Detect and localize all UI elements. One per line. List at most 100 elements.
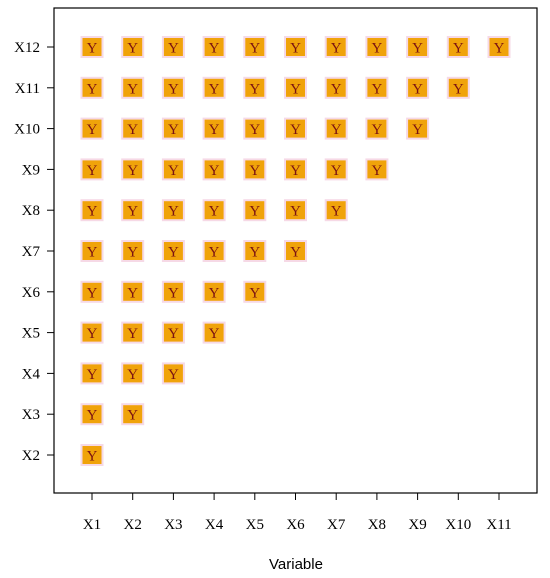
cell-label: Y [209,122,220,138]
cell-box [326,119,346,138]
heatmap-cell: Y [365,117,389,140]
heatmap-cell: Y [202,36,226,58]
heatmap-cell: Y [243,76,267,99]
cell-box [367,78,387,97]
heatmap-cell: Y [80,36,104,58]
heatmap-cell: Y [284,36,307,58]
cell-label: Y [87,204,98,220]
heatmap-cell: Y [406,36,430,58]
heatmap-cell: Y [121,240,145,262]
cell-box [367,38,387,56]
cell-label: Y [168,326,179,342]
heatmap-cell: Y [446,36,470,58]
cell-label: Y [209,326,220,342]
cell-label: Y [209,285,220,301]
cell-box [123,405,143,424]
x-tick-label: X9 [408,517,426,533]
cell-label: Y [209,204,220,220]
cell-label: Y [87,408,98,424]
cell-label: Y [87,326,98,342]
heatmap-cell: Y [487,36,511,58]
cell-box [489,38,509,56]
heatmap-cell: Y [121,117,145,140]
heatmap-cell: Y [446,76,470,99]
cell-box [163,282,183,301]
cell-label: Y [412,81,423,97]
cell-box [163,323,183,342]
cell-label: Y [371,163,382,179]
heatmap-cell: Y [284,76,307,99]
cell-label: Y [371,41,382,57]
cell-label: Y [127,204,138,220]
heatmap-cell: Y [324,76,348,99]
cell-box [367,119,387,138]
cell-label: Y [331,41,342,57]
cell-label: Y [249,204,260,220]
cell-label: Y [127,122,138,138]
heatmap-cell: Y [243,117,267,140]
cell-label: Y [87,245,98,261]
x-tick-label: X10 [445,517,471,533]
cell-label: Y [168,81,179,97]
cell-label: Y [290,245,301,261]
y-tick-label: X8 [22,203,40,219]
x-tick-label: X5 [246,517,264,533]
x-tick-label: X3 [164,517,182,533]
cell-label: Y [331,122,342,138]
heatmap-cell: Y [121,403,145,426]
x-tick-label: X11 [486,517,511,533]
cell-label: Y [494,41,505,57]
cell-label: Y [87,122,98,138]
heatmap-cell: Y [161,280,185,303]
cell-box [367,160,387,179]
cell-label: Y [209,245,220,261]
cell-label: Y [371,81,382,97]
y-tick-label: X4 [22,366,41,382]
cell-label: Y [168,204,179,220]
heatmap-cell: Y [80,158,104,181]
cell-box [163,160,183,179]
cell-label: Y [168,285,179,301]
cell-box [123,364,143,383]
cell-box [326,38,346,56]
cell-box [286,38,305,56]
cell-label: Y [127,41,138,57]
heatmap-cell: Y [80,403,104,426]
x-tick-label: X1 [83,517,101,533]
heatmap-cell: Y [243,240,267,262]
heatmap-cell: Y [121,199,145,222]
cell-box [286,242,305,260]
y-tick-label: X10 [14,122,40,138]
cell-box [245,38,265,56]
heatmap-cell: Y [121,76,145,99]
cell-box [82,119,102,138]
heatmap-cell: Y [80,321,104,344]
cell-label: Y [412,41,423,57]
cell-box [123,78,143,97]
cell-label: Y [209,163,220,179]
heatmap-cell: Y [161,362,185,385]
heatmap-cell: Y [202,158,226,181]
heatmap-cell: Y [161,36,185,58]
heatmap-cell: Y [80,444,104,466]
heatmap-cell: Y [202,199,226,222]
heatmap-cell: Y [243,280,267,303]
cell-box [286,201,305,220]
cell-box [163,78,183,97]
heatmap-cell: Y [365,158,389,181]
cell-label: Y [290,41,301,57]
cell-label: Y [290,204,301,220]
cell-box [204,78,224,97]
cell-box [123,282,143,301]
cell-box [123,323,143,342]
cell-box [82,160,102,179]
cell-box [123,119,143,138]
y-tick-label: X9 [22,162,40,178]
heatmap-cell: Y [284,199,307,222]
heatmap-cell: Y [161,321,185,344]
cell-label: Y [249,122,260,138]
x-tick-label: X2 [124,517,142,533]
heatmap-cell: Y [324,158,348,181]
cell-box [448,78,468,97]
